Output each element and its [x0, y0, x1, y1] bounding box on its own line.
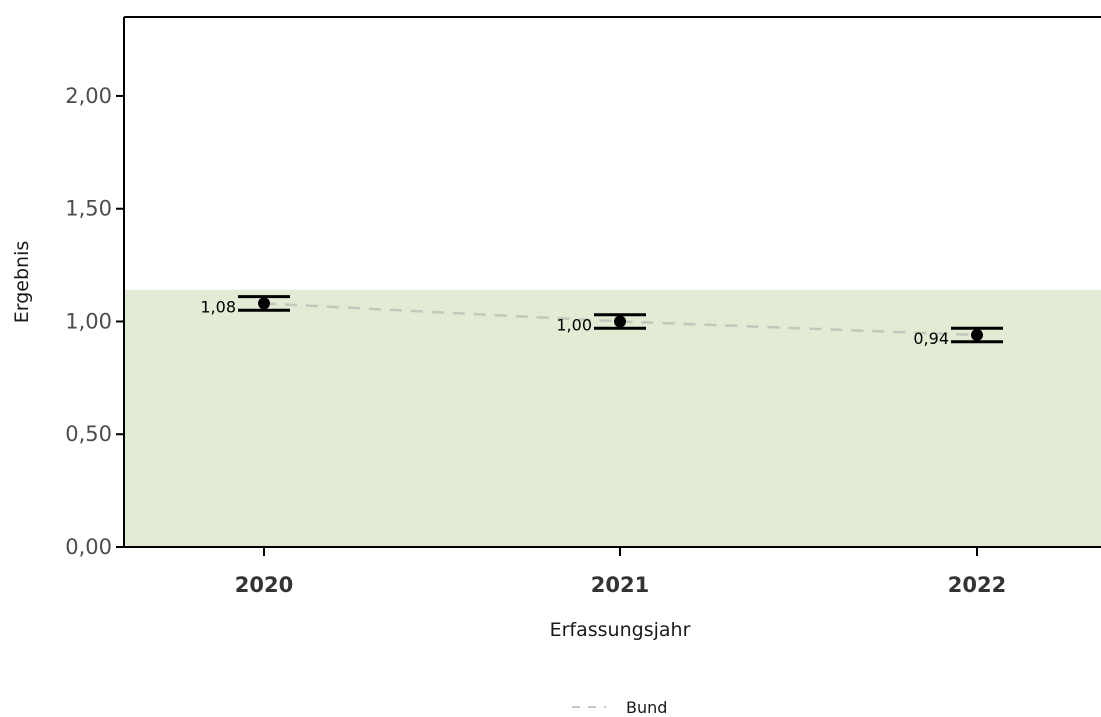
data-point [258, 297, 270, 310]
x-tick-label: 2022 [948, 573, 1006, 597]
data-label: 1,00 [556, 315, 592, 334]
x-tick-label: 2020 [235, 573, 293, 597]
y-tick-label: 2,00 [65, 84, 112, 108]
data-point [614, 315, 626, 328]
series-layer [263, 302, 978, 337]
points-layer: 1,08 1,00 0,94 [200, 295, 1003, 348]
legend: Bund [572, 698, 667, 717]
data-label: 0,94 [913, 329, 949, 348]
legend-label-bund: Bund [626, 698, 667, 717]
x-tick-label: 2021 [591, 573, 649, 597]
y-tick-label: 1,50 [65, 197, 112, 221]
x-axis-title: Erfassungsjahr [550, 619, 691, 641]
data-label: 1,08 [200, 297, 236, 316]
y-axis-title: Ergebnis [11, 241, 33, 324]
x-ticks: 2020 2021 2022 [235, 547, 1006, 597]
data-point [971, 329, 983, 341]
y-tick-label: 0,00 [65, 535, 112, 559]
series-line-bund [263, 302, 978, 337]
y-tick-label: 0,50 [65, 422, 112, 446]
y-ticks: 0,00 0,50 1,00 1,50 2,00 [65, 84, 124, 559]
y-tick-label: 1,00 [65, 309, 112, 333]
